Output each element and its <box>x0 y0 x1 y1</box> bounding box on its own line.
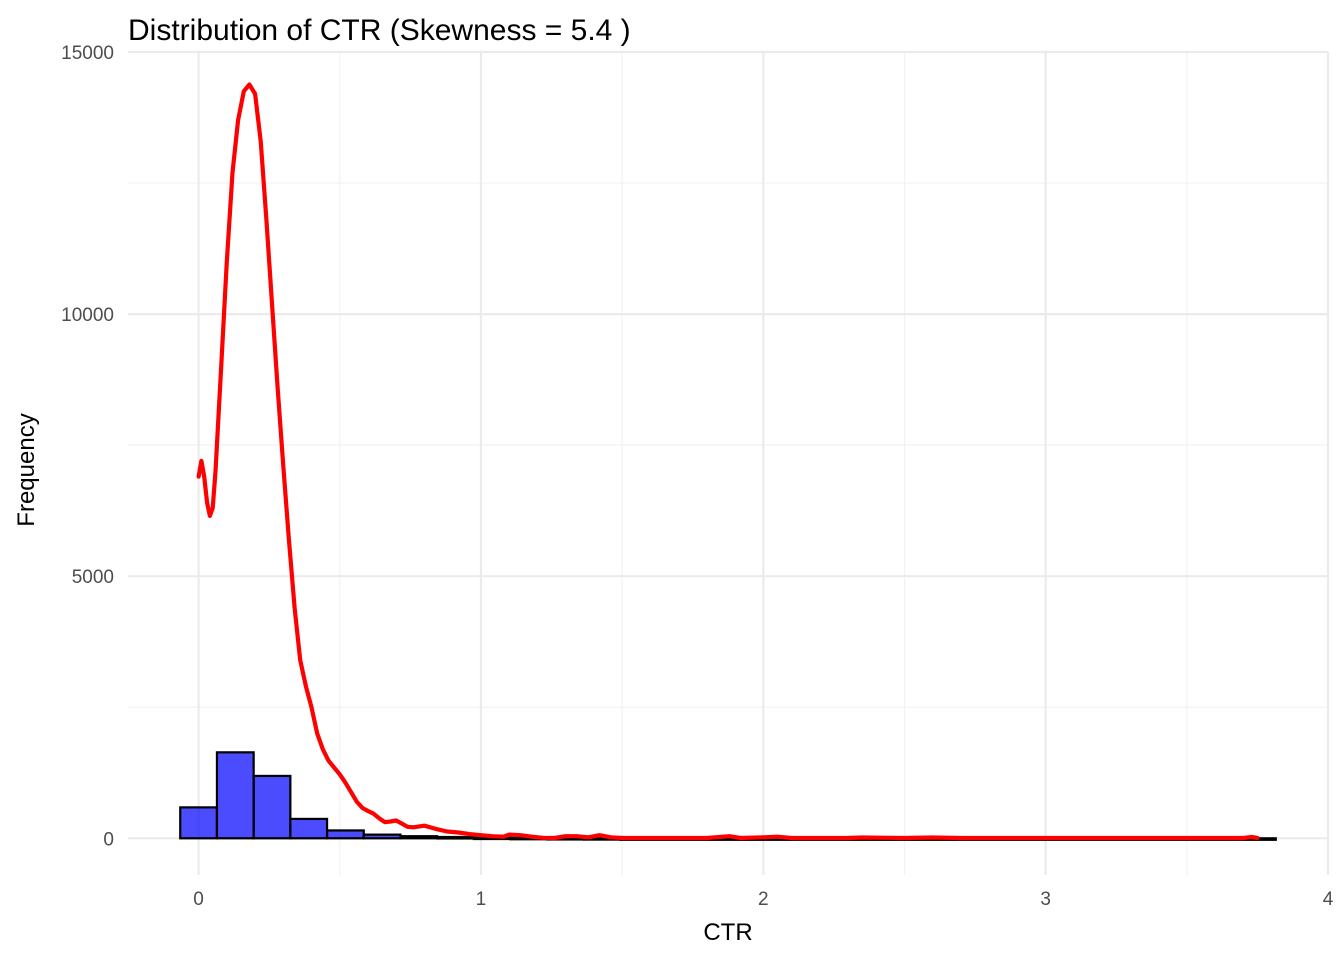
x-tick-label: 2 <box>758 889 769 910</box>
x-tick-label: 4 <box>1323 889 1334 910</box>
grid <box>128 50 1330 875</box>
histogram-bar-6 <box>399 835 439 840</box>
histogram-bar-3 <box>289 817 329 840</box>
y-tick-label: 0 <box>103 829 114 850</box>
y-tick-label: 5000 <box>72 567 114 588</box>
y-tick-label: 10000 <box>61 305 114 326</box>
histogram-bar-4 <box>325 829 365 840</box>
histogram-bar-2 <box>252 774 292 840</box>
histogram-bar-0 <box>179 806 219 840</box>
x-tick-label: 0 <box>193 889 204 910</box>
density-curve <box>196 82 1260 841</box>
x-tick-label: 1 <box>476 889 487 910</box>
tick-labels: 0 1 2 3 4 0 5000 10000 15000 <box>61 43 1334 910</box>
histogram-bar-5 <box>362 833 402 840</box>
histogram-bars <box>179 751 1277 841</box>
x-tick-label: 3 <box>1040 889 1051 910</box>
histogram-bar-1 <box>215 751 255 840</box>
density-curve-layer <box>196 82 1260 841</box>
histogram-bar-7 <box>436 835 475 840</box>
y-axis-label: Frequency <box>13 413 40 526</box>
y-tick-label: 15000 <box>61 43 114 64</box>
x-axis-label: CTR <box>703 919 752 946</box>
chart-title: Distribution of CTR (Skewness = 5.4 ) <box>128 14 631 47</box>
